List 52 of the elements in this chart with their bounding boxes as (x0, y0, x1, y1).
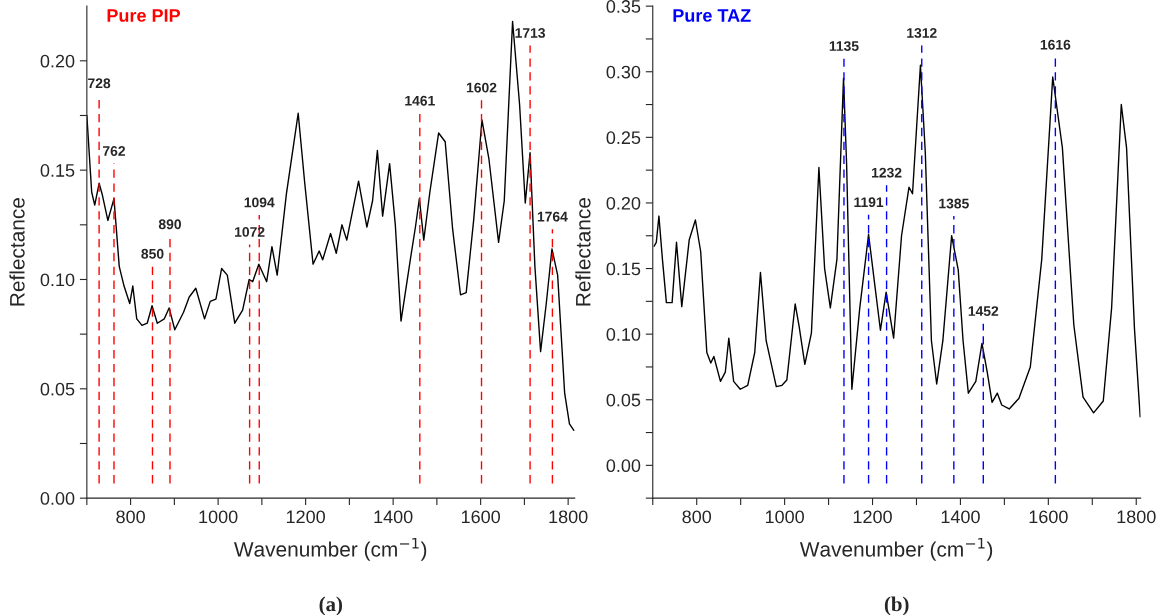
text: (b) (884, 596, 909, 615)
x-axis-title: Wavenumber (cm$^{−1}$) (799, 537, 993, 561)
ref-line-label: 1094 (244, 197, 275, 208)
y-tick-label: 0.35 (606, 0, 641, 13)
ref-line-label: 890 (158, 219, 181, 230)
x-tick-label: 1200 (853, 510, 892, 524)
ref-line-label: 1461 (405, 95, 435, 106)
y-tick-label: 0.05 (606, 393, 641, 407)
line-series (86, 20, 575, 432)
x-tick-label: 1800 (1117, 510, 1156, 524)
ref-line-label: 1072 (235, 227, 265, 237)
ref-line-label: 1616 (1040, 39, 1071, 50)
y-tick-label: 0.15 (606, 262, 641, 276)
x-tick-label: 1800 (549, 510, 588, 524)
x-tick-label: 800 (682, 510, 712, 524)
x-tick-label: 1400 (941, 510, 980, 524)
ref-line-label: 1764 (537, 211, 568, 222)
x-tick-label: 1000 (765, 510, 804, 524)
chart-title: Pure PIP (107, 9, 181, 22)
x-tick-label: 1600 (461, 510, 501, 524)
y-tick-label: 0.00 (606, 459, 641, 473)
x-tick-label: 800 (116, 510, 145, 524)
y-tick-label: 0.15 (40, 164, 75, 177)
y-axis-title: Reflectance (9, 198, 25, 306)
y-tick-label: 0.25 (606, 131, 641, 145)
ref-line-label: 762 (102, 146, 126, 156)
ref-line-label: 728 (88, 78, 111, 89)
chart-title: Pure TAZ (673, 9, 751, 22)
y-tick-label: 0.10 (40, 273, 75, 287)
y-axis-title: Reflectance (575, 198, 591, 306)
x-tick-label: 1000 (199, 510, 238, 524)
x-tick-label: 1600 (1029, 510, 1068, 524)
ref-line-label: 1713 (515, 28, 546, 38)
y-tick-label: 0.20 (40, 54, 75, 68)
line-series (653, 64, 1141, 418)
ref-line-label: 1385 (939, 198, 969, 209)
y-tick-label: 0.30 (606, 65, 641, 79)
ref-line-label: 1312 (907, 28, 937, 38)
y-tick-label: 0.10 (606, 328, 641, 341)
ref-line-label: 1135 (829, 41, 859, 51)
y-tick-label: 0.05 (40, 382, 75, 396)
ref-line-label: 1232 (872, 167, 902, 178)
ref-line-label: 1452 (968, 306, 999, 316)
ref-line-label: 1602 (466, 82, 497, 93)
text: (a) (319, 596, 343, 615)
y-tick-label: 0.00 (40, 492, 75, 505)
y-tick-label: 0.20 (606, 196, 641, 210)
x-axis-title: Wavenumber (cm$^{−1}$) (234, 537, 427, 561)
ref-line-label: 1191 (854, 197, 884, 208)
x-tick-label: 1200 (286, 510, 325, 524)
ref-line-label: 850 (141, 248, 164, 259)
x-tick-label: 1400 (374, 510, 413, 524)
